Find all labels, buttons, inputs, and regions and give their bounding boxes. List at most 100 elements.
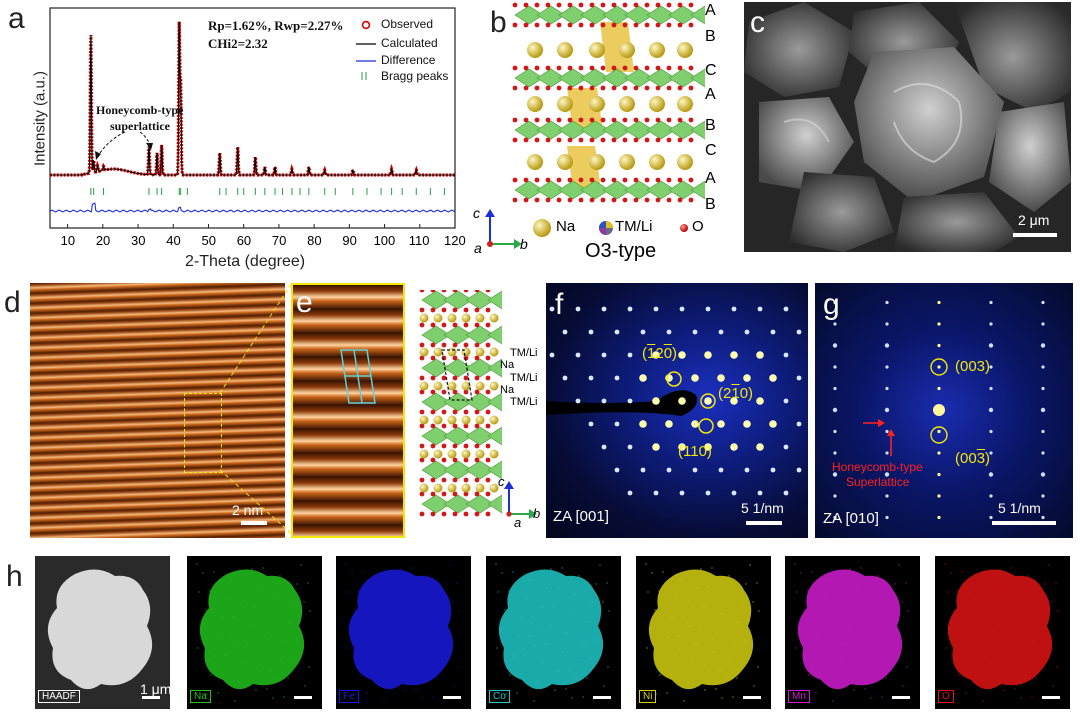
spot-label-1: (120) — [642, 345, 678, 362]
hrtem-scale-bar — [241, 521, 267, 525]
eds-map-scale-bar — [142, 696, 160, 699]
xtick: 50 — [201, 233, 216, 248]
eds-map-co: Co — [486, 556, 621, 709]
xrd-stats-line2: CHi2=2.32 — [208, 36, 268, 51]
axis-triad-e — [504, 481, 537, 519]
xrd-chart — [49, 7, 456, 229]
stacking-labels: A B C A B C A B — [705, 0, 735, 220]
saed-g-scale-label: 5 1/nm — [998, 500, 1041, 516]
xtick: 90 — [342, 233, 357, 248]
calculated-series — [50, 21, 455, 176]
legend-calculated: Calculated — [381, 36, 438, 50]
particle-shape — [47, 569, 153, 690]
xtick: 40 — [166, 233, 181, 248]
sem-image — [744, 2, 1071, 252]
saed-f-scale-bar — [746, 521, 782, 525]
eds-map-scale-bar — [1042, 696, 1060, 699]
axis-c-label: c — [473, 205, 480, 221]
xtick: 70 — [271, 233, 287, 248]
eds-map-tag: Fe — [339, 690, 359, 703]
hrtem-lattice — [30, 283, 285, 538]
spot-label-2: (210) — [718, 385, 754, 402]
legend-atoms — [533, 219, 688, 237]
axis-e-c: c — [498, 474, 505, 489]
eds-map-scale-bar — [593, 696, 611, 699]
xtick: 120 — [444, 233, 466, 248]
g-spot-label-2: (003) — [955, 450, 991, 467]
eds-map-ni: Ni — [636, 556, 771, 709]
eds-map-scale-bar — [294, 696, 312, 699]
sem-scale-label: 2 μm — [1018, 212, 1050, 228]
panel-label-e: e — [296, 286, 313, 319]
legend-difference: Difference — [381, 53, 436, 67]
eds-map-fe: Fe — [336, 556, 471, 709]
layered-structure-e — [419, 290, 502, 517]
particle-shape — [648, 569, 754, 690]
eds-map-scale-bar — [892, 696, 910, 699]
stacking-B2: B — [705, 117, 716, 134]
legend-bragg: Bragg peaks — [381, 69, 449, 83]
hrtem-scale-label: 2 nm — [232, 502, 264, 518]
g-annotation-line2: Superlattice — [846, 475, 910, 489]
saed-f-scale-label: 5 1/nm — [741, 500, 784, 516]
xtick: 30 — [131, 233, 146, 248]
h-scale-label: 1 μm — [140, 681, 172, 697]
xtick: 110 — [408, 233, 430, 248]
legend-na-label: Na — [556, 218, 576, 235]
xrd-xlabel: 2-Theta (degree) — [185, 253, 306, 270]
layer-label-1: TM/Li — [510, 347, 538, 359]
panel-label-b: b — [490, 6, 507, 39]
o3-structure — [512, 2, 705, 203]
g-annotation-line1: Honeycomb-type — [832, 460, 923, 474]
sem-scale-bar — [1013, 233, 1057, 237]
g-spot-label-1: (003) — [955, 358, 991, 375]
axis-e-a: a — [514, 515, 522, 530]
stacking-A1: A — [705, 2, 716, 19]
spot-label-3: (110) — [678, 443, 712, 460]
panel-label-c: c — [750, 6, 765, 39]
stacking-B1: B — [705, 28, 716, 45]
layer-label-2: Na — [500, 359, 515, 371]
stacking-C2: C — [705, 142, 717, 159]
eds-map-na: Na — [187, 556, 322, 709]
difference-series — [49, 202, 456, 213]
eds-map-tag: Ni — [639, 690, 657, 703]
stacking-A3: A — [705, 170, 716, 187]
layer-label-5: TM/Li — [510, 396, 538, 408]
panel-label-f: f — [555, 288, 564, 321]
panel-label-g: g — [823, 288, 840, 321]
axis-b-label: b — [520, 236, 528, 252]
eds-map-mn: Mn — [785, 556, 920, 709]
stacking-A2: A — [705, 86, 716, 103]
eds-map-tag: O — [938, 690, 954, 703]
structure-title: O3-type — [585, 240, 657, 262]
xrd-stats-line1: Rp=1.62%, Rwp=2.27% — [208, 18, 344, 33]
panel-label-d: d — [4, 286, 21, 319]
particle-shape — [348, 569, 454, 690]
g-annotation-arrows — [863, 419, 895, 456]
xrd-annotation-line2: superlattice — [110, 119, 170, 133]
xtick: 10 — [60, 233, 76, 248]
saed-001 — [546, 283, 808, 538]
eds-map-scale-bar — [743, 696, 761, 699]
eds-map-tag: Na — [190, 690, 211, 703]
particle-shape — [947, 569, 1053, 690]
bragg-peaks — [90, 188, 445, 195]
axis-e-b: b — [533, 506, 541, 521]
particle-shape — [199, 569, 305, 690]
xtick: 20 — [95, 233, 111, 248]
eds-map-o: O — [935, 556, 1070, 709]
layer-label-4: Na — [500, 384, 515, 396]
eds-map-tag: HAADF — [38, 690, 80, 703]
saed-010 — [815, 283, 1073, 538]
axis-triad-b — [485, 209, 522, 249]
zone-axis-f: ZA [001] — [553, 508, 609, 525]
stacking-B3: B — [705, 196, 716, 213]
xrd-annotation-line1: Honeycomb-type — [96, 103, 184, 117]
axis-a-label: a — [474, 240, 482, 256]
xtick: 60 — [236, 233, 252, 248]
particle-shape — [797, 569, 903, 690]
stacking-C1: C — [705, 62, 717, 79]
eds-map-tag: Mn — [788, 690, 810, 703]
legend-observed: Observed — [381, 17, 434, 31]
